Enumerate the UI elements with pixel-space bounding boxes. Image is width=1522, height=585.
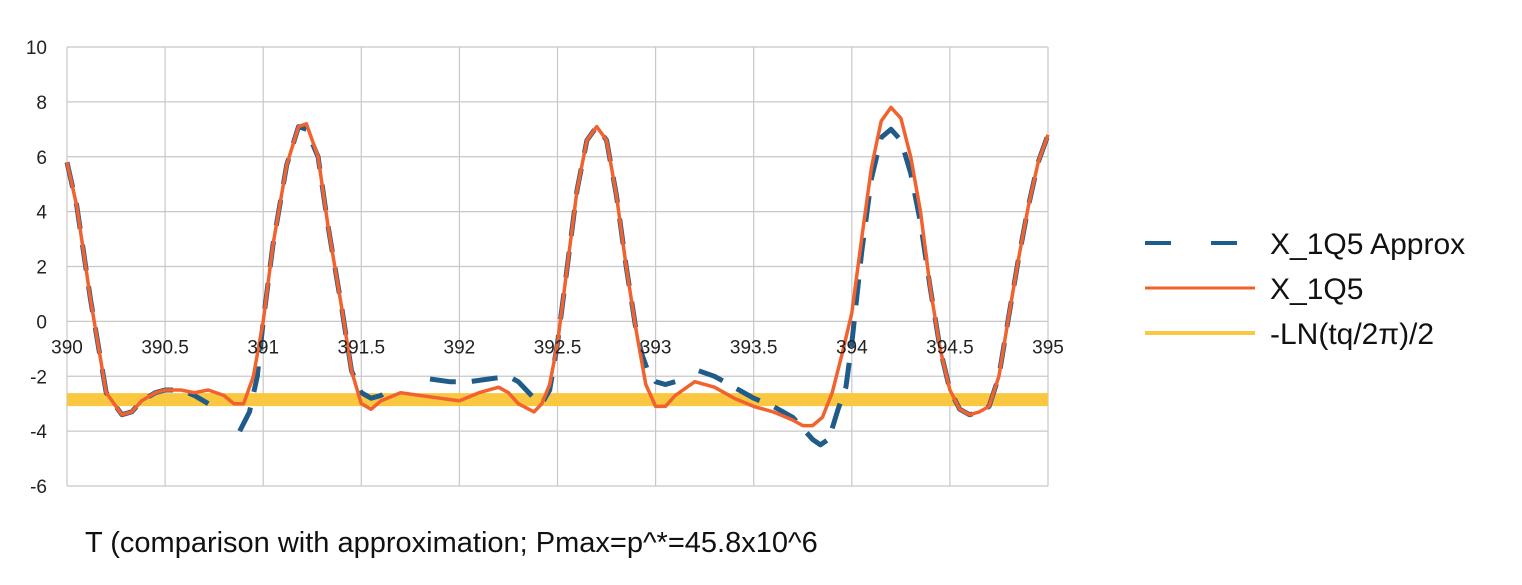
x-tick-label: 390.5 <box>141 337 189 358</box>
x-axis-ticks: 390 390.5 391 391.5 392 392.5 393 393.5 394 394.5… <box>51 337 1064 358</box>
x-tick-label: 392.5 <box>534 337 582 358</box>
y-tick-label: -2 <box>30 367 47 388</box>
y-tick-label: 10 <box>26 38 47 59</box>
series-line-x-1q5-approx <box>237 124 395 433</box>
y-axis-ticks: 10 8 6 4 2 0 -2 -4 -6 <box>26 38 48 498</box>
x-tick-label: 394.5 <box>926 337 974 358</box>
y-tick-label: 0 <box>36 312 47 333</box>
x-tick-label: 390 <box>51 337 83 358</box>
legend-label: X_1Q5 Approx <box>1270 228 1465 261</box>
series-line-x-1q5-approx <box>697 368 830 448</box>
y-tick-label: -6 <box>30 477 47 498</box>
grid <box>66 46 1049 487</box>
x-tick-label: 393 <box>640 337 672 358</box>
x-tick-label: 391 <box>247 337 279 358</box>
y-tick-label: -4 <box>30 422 47 443</box>
x-tick-label: 395 <box>1032 337 1064 358</box>
series-lines <box>64 105 1051 448</box>
x-tick-label: 392 <box>444 337 476 358</box>
y-tick-label: 6 <box>36 148 47 169</box>
y-tick-label: 2 <box>36 258 47 279</box>
y-tick-label: 4 <box>36 203 47 224</box>
y-tick-label: 8 <box>36 93 47 114</box>
legend-label: X_1Q5 <box>1270 273 1363 306</box>
legend-label: -LN(tq/2π)/2 <box>1270 318 1434 351</box>
x-tick-label: 393.5 <box>730 337 778 358</box>
legend: X_1Q5 Approx X_1Q5 -LN(tq/2π)/2 <box>1145 228 1465 351</box>
series-line-x-1q5 <box>65 105 1050 428</box>
x-tick-label: 394 <box>836 337 868 358</box>
x-axis-title: T (comparison with approximation; Pmax=p… <box>85 527 818 559</box>
x-tick-label: 391.5 <box>338 337 386 358</box>
